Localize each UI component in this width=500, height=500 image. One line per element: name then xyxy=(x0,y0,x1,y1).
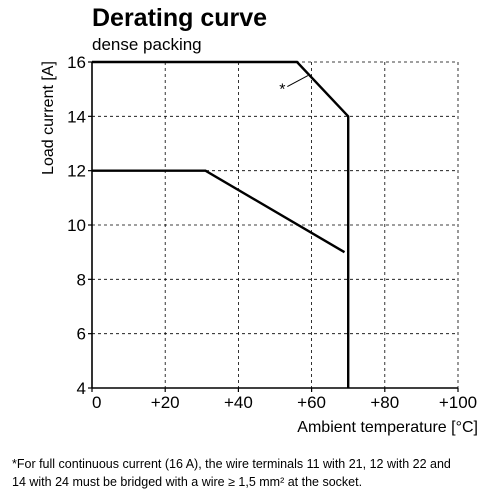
series-lines xyxy=(92,60,350,388)
y-tick-label: 14 xyxy=(67,107,86,126)
x-tick-label: +40 xyxy=(224,393,253,412)
chart-subtitle: dense packing xyxy=(92,35,202,54)
y-axis-label: Load current [A] xyxy=(40,61,57,175)
chart-title: Derating curve xyxy=(92,4,268,32)
y-tick-label: 8 xyxy=(77,270,86,289)
y-tick-label: 16 xyxy=(67,53,86,72)
y-tick-label: 12 xyxy=(67,162,86,181)
tick-labels: 4 6 8 10 12 14 16 0 +20 +40 +60 +80 +100 xyxy=(67,53,477,412)
y-tick-label: 4 xyxy=(77,379,86,398)
annotation-leader-line xyxy=(287,75,309,88)
footnote-line-2: 14 with 24 must be bridged with a wire ≥… xyxy=(12,475,363,489)
x-tick-label: +100 xyxy=(439,393,477,412)
annotations: * xyxy=(279,75,309,99)
grid-lines xyxy=(92,61,459,388)
series-line-1 xyxy=(92,60,350,388)
series-line-2 xyxy=(92,169,346,254)
y-tick-label: 10 xyxy=(67,216,86,235)
x-tick-label: 0 xyxy=(92,393,101,412)
x-tick-label: +20 xyxy=(151,393,180,412)
x-tick-label: +60 xyxy=(297,393,326,412)
footnote: *For full continuous current (16 A), the… xyxy=(12,455,498,491)
x-axis-label: Ambient temperature [°C] xyxy=(297,419,478,436)
footnote-line-1: *For full continuous current (16 A), the… xyxy=(12,457,451,471)
y-tick-label: 6 xyxy=(77,325,86,344)
annotation-asterisk: * xyxy=(279,82,285,99)
x-tick-label: +80 xyxy=(370,393,399,412)
axes xyxy=(88,61,459,392)
